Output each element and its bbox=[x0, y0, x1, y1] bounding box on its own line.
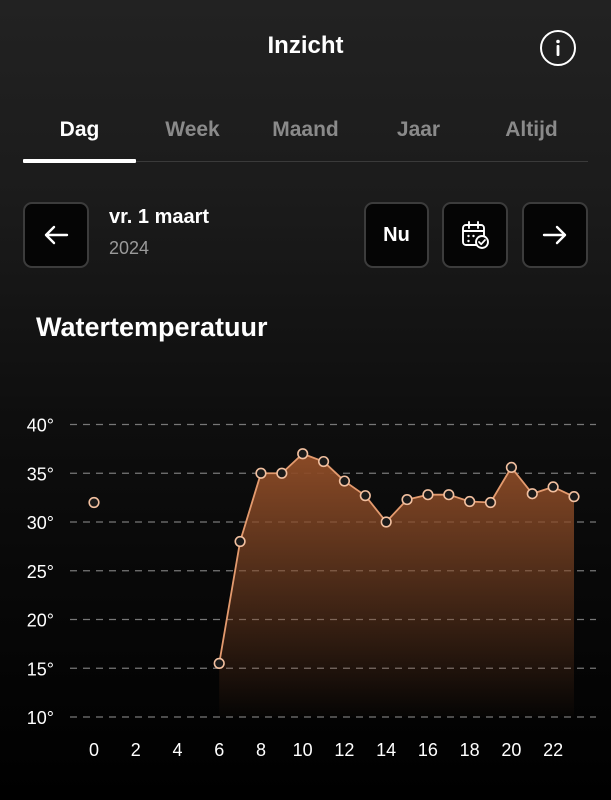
now-button-label: Nu bbox=[383, 223, 410, 246]
data-point bbox=[547, 481, 559, 493]
data-point bbox=[255, 467, 267, 479]
y-tick-label: 15° bbox=[27, 659, 54, 679]
data-point bbox=[338, 475, 351, 487]
tab-altijd[interactable]: Altijd bbox=[505, 118, 558, 141]
x-tick-label: 22 bbox=[543, 740, 563, 760]
selected-date: vr. 1 maart bbox=[109, 206, 210, 228]
x-tick-label: 2 bbox=[131, 740, 141, 760]
tab-jaar[interactable]: Jaar bbox=[396, 118, 441, 141]
y-tick-label: 20° bbox=[27, 611, 54, 631]
data-point bbox=[276, 467, 288, 479]
y-tick-label: 35° bbox=[27, 464, 54, 484]
x-tick-label: 12 bbox=[334, 740, 354, 760]
x-tick-label: 8 bbox=[256, 740, 266, 760]
x-tick-label: 18 bbox=[460, 740, 480, 760]
period-tabs: Dag Week Maand Jaar Altijd bbox=[23, 102, 588, 163]
page-title: Inzicht bbox=[267, 32, 344, 59]
x-tick-label: 10 bbox=[293, 740, 313, 760]
now-button[interactable]: Nu bbox=[364, 202, 429, 268]
data-point bbox=[464, 495, 476, 508]
y-tick-label: 40° bbox=[27, 416, 54, 436]
data-point bbox=[505, 461, 518, 474]
data-point bbox=[422, 489, 434, 501]
data-point bbox=[234, 535, 246, 548]
calendar-button[interactable] bbox=[442, 202, 508, 268]
data-point bbox=[380, 516, 392, 528]
data-point bbox=[568, 491, 580, 503]
calendar-check-icon bbox=[462, 221, 489, 249]
selected-year: 2024 bbox=[109, 238, 150, 258]
previous-day-button[interactable] bbox=[23, 202, 89, 268]
data-point bbox=[484, 496, 497, 509]
temperature-chart: 40° 35° 30° 25° 20° 15° 10° 0 2 4 6 8 10 12 14 16 18 20 22 bbox=[0, 380, 611, 800]
tab-dag[interactable]: Dag bbox=[23, 102, 136, 163]
chart-title: Watertemperatuur bbox=[36, 312, 268, 342]
next-day-button[interactable] bbox=[522, 202, 588, 268]
x-tick-label: 20 bbox=[501, 740, 521, 760]
series-area bbox=[219, 453, 575, 717]
x-tick-label: 0 bbox=[89, 740, 99, 760]
data-point bbox=[213, 657, 225, 669]
x-tick-label: 6 bbox=[214, 740, 224, 760]
info-icon bbox=[556, 39, 560, 56]
data-point bbox=[359, 490, 371, 502]
tab-week[interactable]: Week bbox=[165, 118, 220, 141]
tab-maand[interactable]: Maand bbox=[272, 118, 339, 141]
data-point bbox=[88, 496, 100, 509]
temperature-chart-svg: 40° 35° 30° 25° 20° 15° 10° 0 2 4 6 8 10 12 14 16 18 20 22 bbox=[27, 416, 596, 760]
y-tick-label: 10° bbox=[27, 708, 54, 728]
data-point bbox=[317, 455, 330, 468]
x-tick-label: 14 bbox=[376, 740, 396, 760]
y-tick-label: 25° bbox=[27, 562, 54, 582]
data-point bbox=[401, 493, 413, 506]
data-point bbox=[526, 488, 538, 500]
y-tick-label: 30° bbox=[27, 513, 54, 533]
info-button[interactable] bbox=[540, 30, 576, 66]
data-point bbox=[297, 448, 309, 460]
header: Inzicht bbox=[0, 0, 611, 95]
x-tick-label: 4 bbox=[172, 740, 182, 760]
x-tick-label: 16 bbox=[418, 740, 438, 760]
arrow-left-icon bbox=[44, 225, 69, 245]
data-point bbox=[443, 489, 455, 501]
arrow-right-icon bbox=[542, 225, 567, 245]
